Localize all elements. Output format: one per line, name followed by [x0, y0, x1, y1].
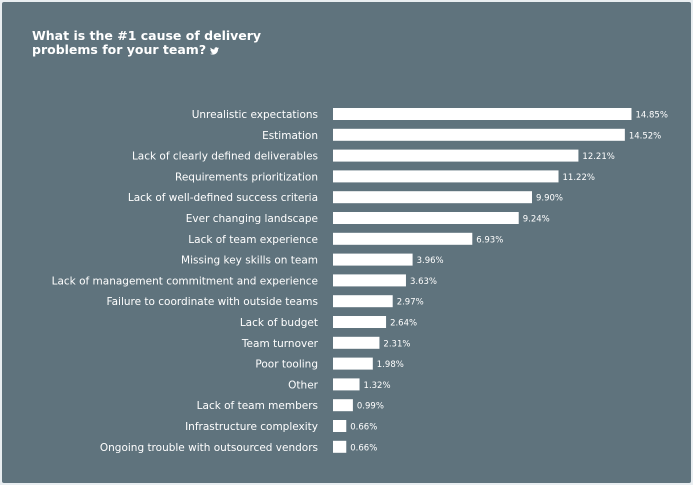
- bar[interactable]: [333, 212, 519, 224]
- category-label: Team turnover: [241, 338, 319, 350]
- bar[interactable]: [333, 274, 406, 287]
- category-label: Unrealistic expectations: [192, 109, 318, 121]
- category-label: Lack of budget: [240, 317, 318, 329]
- bar[interactable]: [333, 170, 559, 183]
- value-label: 1.32%: [364, 381, 391, 391]
- category-label: Lack of clearly defined deliverables: [132, 151, 318, 163]
- value-label: 14.52%: [629, 131, 661, 141]
- bar[interactable]: [333, 316, 387, 328]
- value-label: 14.85%: [635, 111, 667, 121]
- category-label: Ever changing landscape: [186, 213, 318, 225]
- bar[interactable]: [333, 253, 413, 266]
- bar[interactable]: [333, 420, 347, 432]
- value-label: 2.64%: [390, 319, 417, 329]
- category-label: Missing key skills on team: [181, 255, 318, 267]
- value-label: 6.93%: [476, 235, 503, 245]
- bar[interactable]: [333, 128, 625, 141]
- value-label: 3.63%: [410, 277, 437, 287]
- bar[interactable]: [333, 191, 532, 204]
- value-label: 0.66%: [350, 423, 377, 433]
- value-label: 12.21%: [582, 152, 614, 162]
- category-label: Lack of team experience: [188, 234, 318, 246]
- value-label: 11.22%: [563, 173, 595, 183]
- value-label: 1.98%: [377, 360, 404, 370]
- value-label: 3.96%: [417, 256, 444, 266]
- chart-title-text: What is the #1 cause of delivery problem…: [32, 28, 262, 57]
- category-label: Ongoing trouble with outsourced vendors: [100, 442, 318, 454]
- category-label: Failure to coordinate with outside teams: [107, 296, 318, 308]
- bar[interactable]: [333, 399, 353, 412]
- bar[interactable]: [333, 295, 393, 308]
- bar[interactable]: [333, 440, 347, 453]
- category-label: Lack of management commitment and experi…: [52, 275, 318, 287]
- category-label: Requirements prioritization: [175, 171, 318, 183]
- value-label: 2.31%: [383, 339, 410, 349]
- value-label: 9.24%: [523, 215, 550, 225]
- chart-title: What is the #1 cause of delivery problem…: [32, 29, 292, 58]
- twitter-bird-icon[interactable]: [210, 44, 220, 58]
- bar[interactable]: [333, 149, 579, 162]
- value-label: 2.97%: [397, 298, 424, 308]
- category-label: Infrastructure complexity: [185, 421, 318, 433]
- bar[interactable]: [333, 232, 473, 245]
- category-label: Lack of well-defined success criteria: [128, 192, 318, 204]
- value-label: 0.99%: [357, 402, 384, 412]
- category-label: Poor tooling: [255, 359, 318, 371]
- bar[interactable]: [333, 378, 360, 391]
- category-label: Other: [288, 379, 318, 391]
- category-label: Estimation: [262, 130, 318, 142]
- value-label: 9.90%: [536, 194, 563, 204]
- category-label: Lack of team members: [197, 400, 318, 412]
- bar[interactable]: [333, 108, 632, 120]
- bar[interactable]: [333, 357, 373, 370]
- value-label: 0.66%: [350, 443, 377, 453]
- bar[interactable]: [333, 336, 380, 349]
